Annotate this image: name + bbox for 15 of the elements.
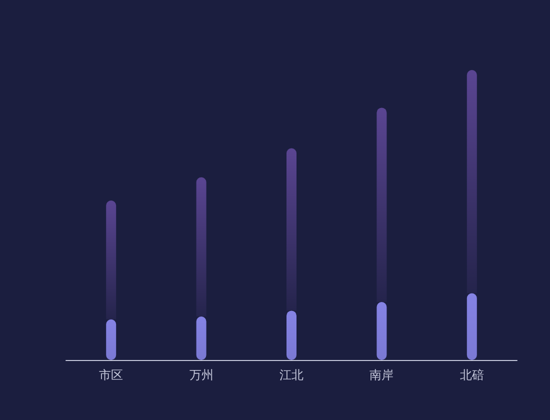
bar [286, 148, 296, 311]
bar [196, 177, 206, 316]
bar [286, 310, 296, 360]
bar [466, 293, 477, 360]
bar [376, 302, 387, 360]
bar [196, 316, 206, 360]
x-tick-label: 万州 [189, 368, 214, 382]
x-tick-label: 北碚 [460, 368, 484, 382]
bar [106, 319, 116, 360]
bar [376, 108, 387, 302]
x-tick-label: 南岸 [370, 368, 394, 382]
x-tick-label: 江北 [280, 368, 304, 382]
bar [466, 70, 477, 294]
bar [106, 200, 116, 320]
x-tick-label: 市区 [99, 368, 124, 382]
